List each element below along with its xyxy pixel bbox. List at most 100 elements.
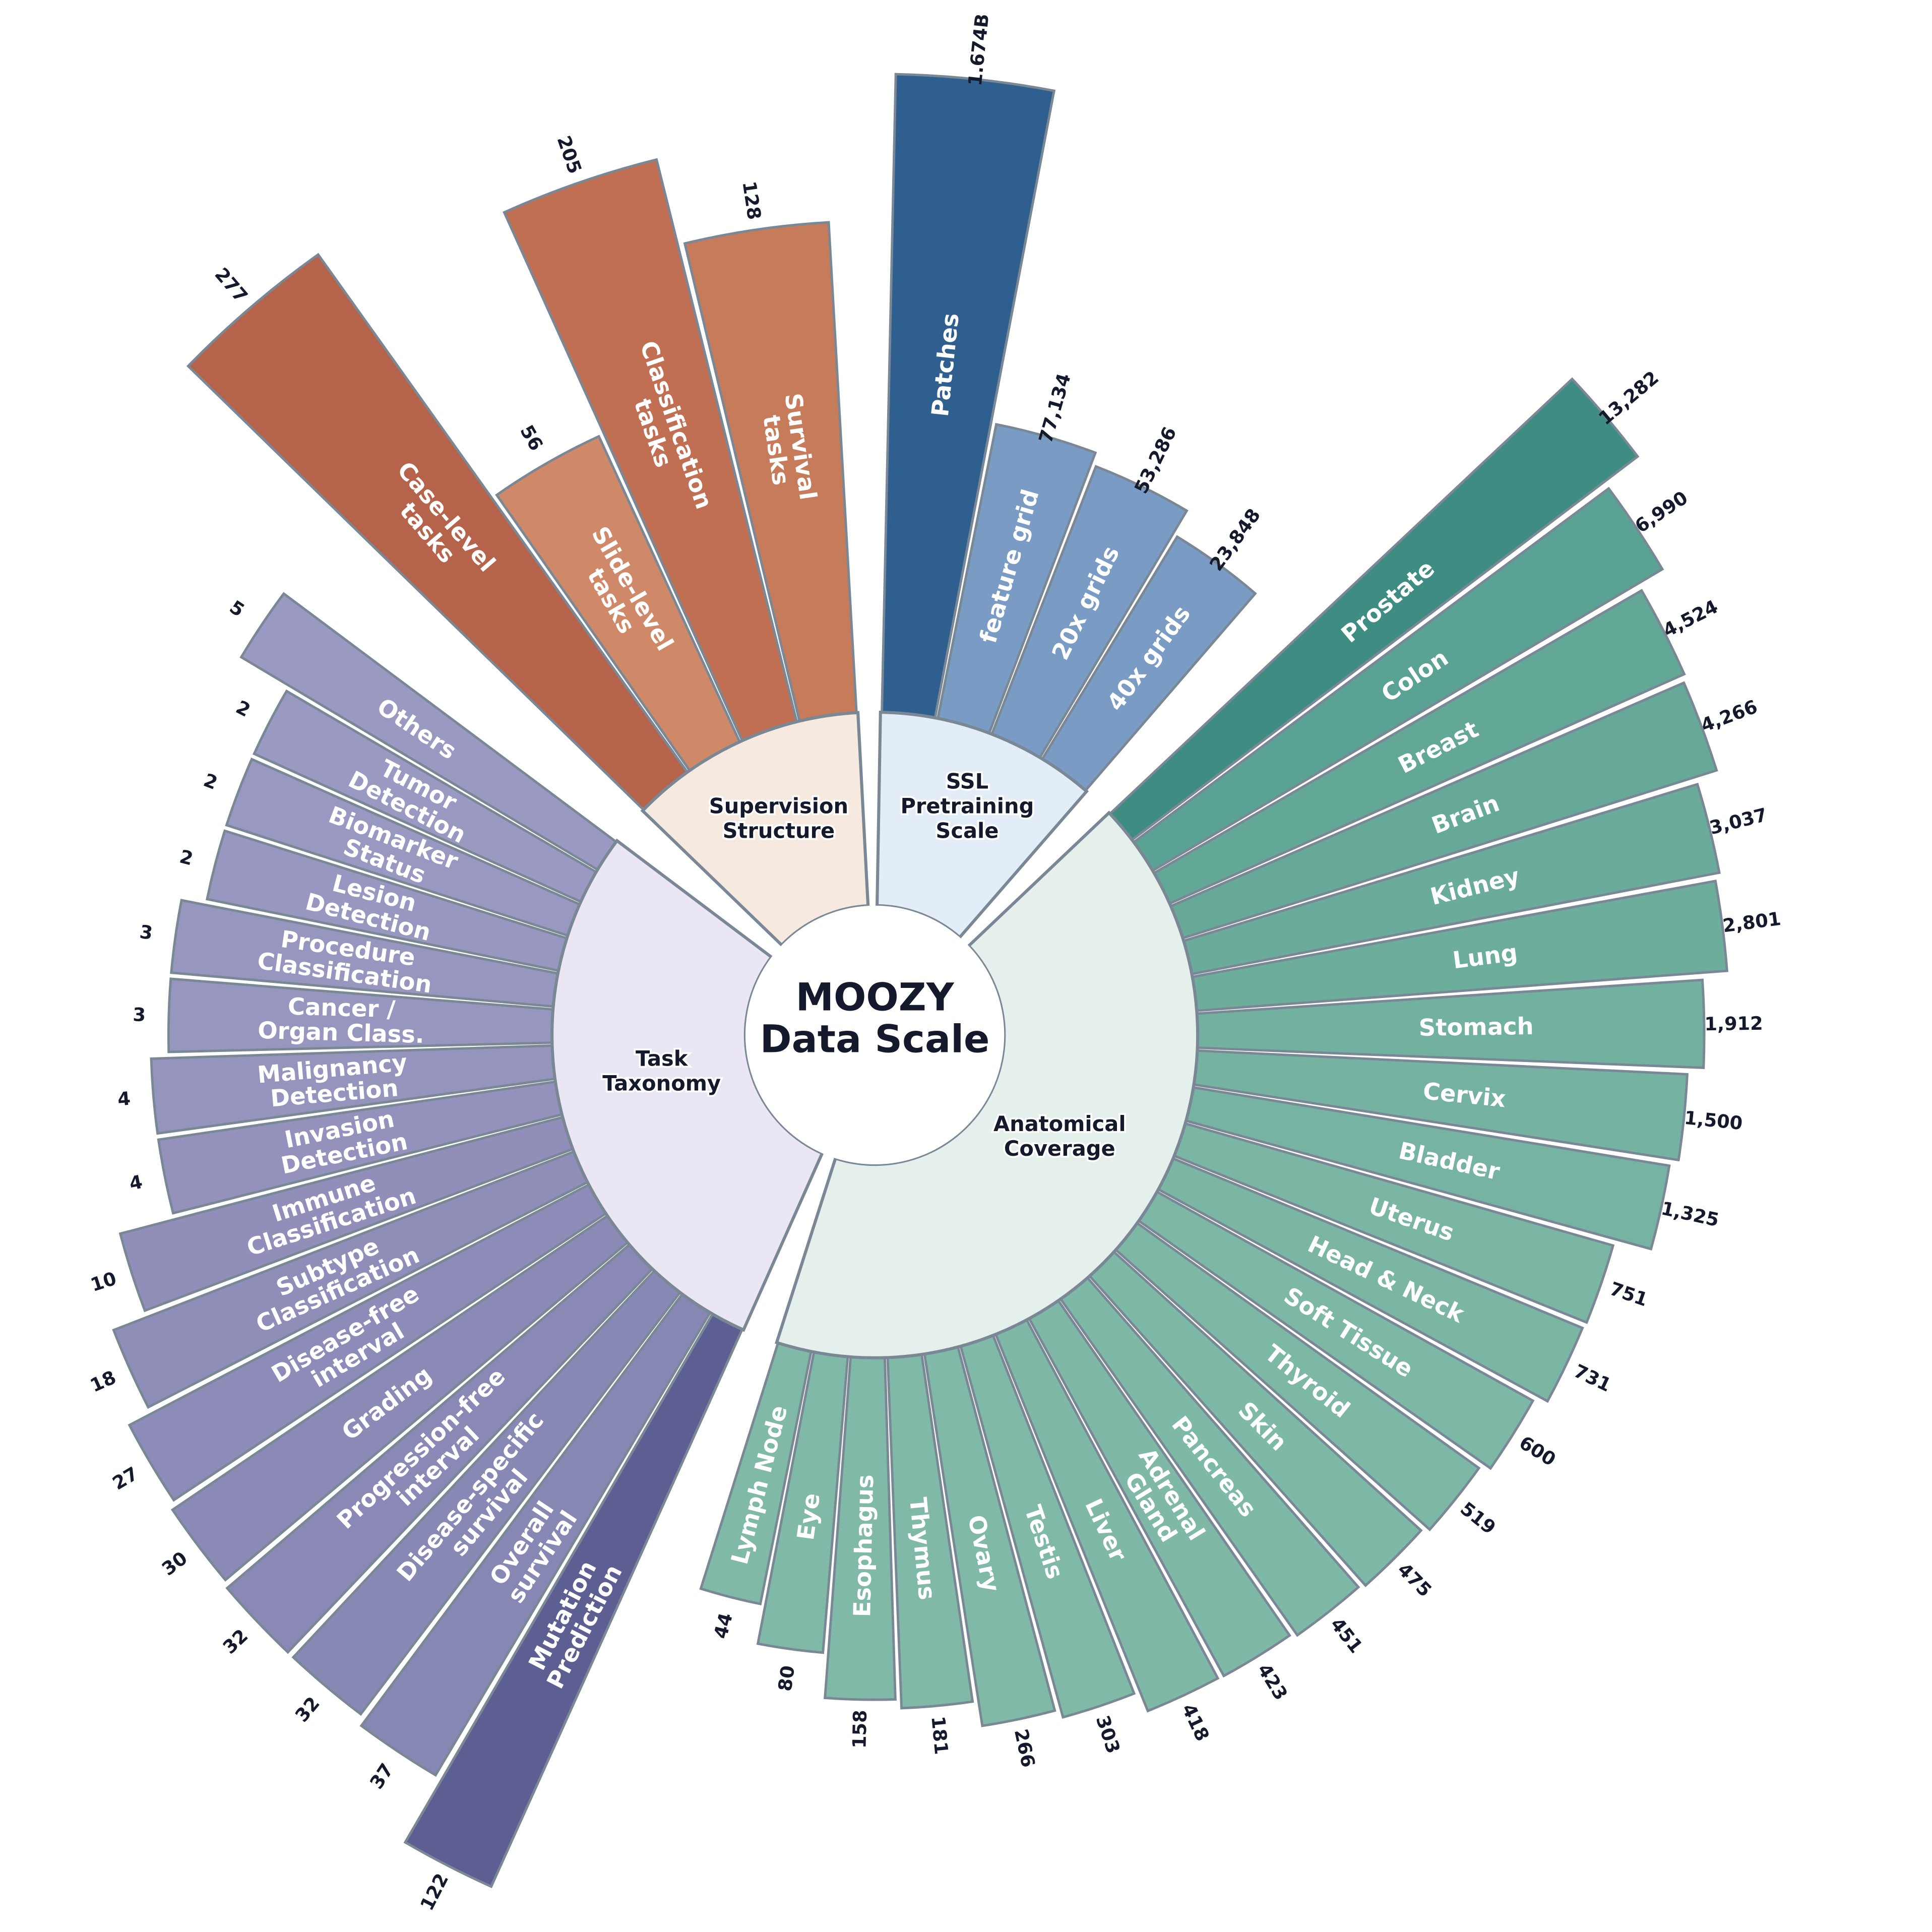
value-label-stomach: 1,912 bbox=[1704, 1012, 1763, 1035]
value-label-survival-tasks: 128 bbox=[738, 180, 766, 221]
bar-label-cancer-organ-class-line: Organ Class. bbox=[258, 1017, 425, 1048]
value-label-procedure-classification-line: 3 bbox=[138, 920, 154, 944]
value-label-biomarker-status: 2 bbox=[201, 769, 220, 793]
value-label-lymph-node: 44 bbox=[709, 1610, 736, 1641]
group-label-line: Pretraining bbox=[900, 793, 1034, 818]
value-label-classification-tasks-line: 205 bbox=[553, 133, 586, 176]
value-label-patches-line: 1.674B bbox=[964, 13, 993, 87]
value-label-lung-line: 2,801 bbox=[1721, 907, 1782, 936]
value-label-tumor-detection-line: 2 bbox=[233, 696, 254, 721]
value-label-invasion-detection: 4 bbox=[128, 1170, 144, 1194]
value-label-case-level-tasks: 277 bbox=[211, 263, 252, 306]
value-label-lesion-detection: 2 bbox=[177, 845, 195, 869]
value-label-bladder-line: 1,325 bbox=[1659, 1197, 1721, 1231]
group-label-line: Coverage bbox=[1004, 1136, 1115, 1161]
bar-label-cancer-organ-class: Cancer /Organ Class. bbox=[258, 992, 425, 1048]
value-label-cervix-line: 1,500 bbox=[1684, 1106, 1744, 1134]
group-label-line: SSL bbox=[946, 769, 988, 793]
bar-label-stomach: Stomach bbox=[1418, 1013, 1534, 1041]
value-label-liver-line: 418 bbox=[1178, 1700, 1214, 1744]
value-label-testis-line: 303 bbox=[1092, 1713, 1125, 1756]
group-label-line: Supervision bbox=[709, 793, 848, 818]
bar-label-cancer-organ-class-line: Cancer / bbox=[287, 993, 396, 1023]
value-label-thymus: 181 bbox=[927, 1715, 953, 1756]
value-label-survival-tasks-line: 128 bbox=[738, 180, 766, 221]
value-label-pancreas: 451 bbox=[1326, 1613, 1367, 1657]
bar-label-stomach-line: Stomach bbox=[1418, 1013, 1534, 1041]
group-label-ssl-pretraining-scale: SSL Pretraining Scale bbox=[900, 769, 1034, 843]
group-label-line: Task bbox=[636, 1046, 689, 1071]
group-label-line: Scale bbox=[936, 818, 999, 843]
value-label-head-neck-line: 731 bbox=[1571, 1360, 1615, 1396]
value-label-colon-line: 6,990 bbox=[1631, 486, 1692, 537]
value-label-40x-grids: 23,848 bbox=[1205, 505, 1265, 575]
value-label-lesion-detection-line: 2 bbox=[177, 845, 195, 869]
value-label-skin-line: 475 bbox=[1394, 1559, 1436, 1601]
value-label-others: 5 bbox=[226, 596, 248, 621]
value-label-prostate-line: 13,282 bbox=[1594, 366, 1663, 429]
value-label-pancreas-line: 451 bbox=[1326, 1613, 1367, 1657]
value-label-case-level-tasks-line: 277 bbox=[211, 263, 252, 306]
group-label-line: Anatomical bbox=[993, 1111, 1126, 1136]
group-label-task-taxonomy: Task Taxonomy bbox=[602, 1046, 721, 1096]
value-label-biomarker-status-line: 2 bbox=[201, 769, 220, 793]
value-label-stomach-line: 1,912 bbox=[1704, 1012, 1763, 1035]
value-label-liver: 418 bbox=[1178, 1700, 1214, 1744]
value-label-progression-free-interval: 32 bbox=[218, 1625, 252, 1658]
value-label-cervix: 1,500 bbox=[1684, 1106, 1744, 1134]
value-label-patches: 1.674B bbox=[964, 13, 993, 87]
value-label-feature-grid-line: 77,134 bbox=[1034, 371, 1075, 446]
value-label-slide-level-tasks-line: 56 bbox=[516, 421, 548, 455]
bars-layer bbox=[112, 73, 1728, 1889]
value-label-tumor-detection: 2 bbox=[233, 696, 254, 721]
value-label-esophagus-line: 158 bbox=[848, 1710, 871, 1749]
value-label-prostate: 13,282 bbox=[1594, 366, 1663, 429]
value-label-adrenal-gland: 423 bbox=[1254, 1660, 1292, 1704]
ring-sector-ssl-pretraining-scale bbox=[875, 710, 1089, 940]
value-label-uterus-line: 751 bbox=[1607, 1277, 1650, 1311]
value-label-progression-free-interval-line: 32 bbox=[218, 1625, 252, 1658]
value-label-40x-grids-line: 23,848 bbox=[1205, 505, 1265, 575]
group-label-line: Structure bbox=[723, 818, 835, 843]
bar-label-eye-line: Eye bbox=[792, 1491, 825, 1542]
value-label-eye: 80 bbox=[774, 1664, 799, 1693]
value-label-breast: 4,524 bbox=[1659, 595, 1721, 641]
value-label-immune-classification: 10 bbox=[88, 1267, 119, 1295]
center-circle bbox=[745, 905, 1005, 1165]
value-label-subtype-classification-line: 18 bbox=[87, 1366, 119, 1396]
value-label-disease-specific-survival-line: 32 bbox=[291, 1693, 324, 1726]
value-label-breast-line: 4,524 bbox=[1659, 595, 1721, 641]
bar-label-eye: Eye bbox=[792, 1491, 825, 1542]
value-label-kidney-line: 3,037 bbox=[1707, 803, 1769, 839]
value-label-colon: 6,990 bbox=[1631, 486, 1692, 537]
value-label-head-neck: 731 bbox=[1571, 1360, 1615, 1396]
value-label-bladder: 1,325 bbox=[1659, 1197, 1721, 1231]
bar-label-esophagus: Esophagus bbox=[848, 1474, 879, 1617]
value-label-uterus: 751 bbox=[1607, 1277, 1650, 1311]
value-label-disease-specific-survival: 32 bbox=[291, 1693, 324, 1726]
value-label-overall-survival: 37 bbox=[365, 1759, 398, 1792]
value-label-procedure-classification: 3 bbox=[138, 920, 154, 944]
value-label-grading-line: 30 bbox=[158, 1547, 192, 1580]
value-label-20x-grids: 53,286 bbox=[1130, 423, 1181, 497]
value-label-thyroid: 519 bbox=[1456, 1498, 1500, 1538]
value-label-testis: 303 bbox=[1092, 1713, 1125, 1756]
chart-title: MOOZY Data Scale bbox=[760, 975, 990, 1062]
value-label-slide-level-tasks: 56 bbox=[516, 421, 548, 455]
value-label-invasion-detection-line: 4 bbox=[128, 1170, 144, 1194]
value-label-ovary: 266 bbox=[1010, 1727, 1039, 1769]
value-label-ovary-line: 266 bbox=[1010, 1727, 1039, 1769]
value-label-cancer-organ-class-line: 3 bbox=[133, 1004, 146, 1026]
value-label-20x-grids-line: 53,286 bbox=[1130, 423, 1181, 497]
value-label-others-line: 5 bbox=[226, 596, 248, 621]
bar-label-esophagus-line: Esophagus bbox=[848, 1474, 879, 1617]
value-label-overall-survival-line: 37 bbox=[365, 1759, 398, 1792]
value-label-skin: 475 bbox=[1394, 1559, 1436, 1601]
group-label-line: Taxonomy bbox=[602, 1071, 721, 1095]
value-label-cancer-organ-class: 3 bbox=[133, 1004, 146, 1026]
value-label-mutation-prediction: 122 bbox=[416, 1869, 453, 1914]
group-label-supervision-structure: Supervision Structure bbox=[709, 793, 848, 843]
value-label-feature-grid: 77,134 bbox=[1034, 371, 1075, 446]
value-label-thyroid-line: 519 bbox=[1456, 1498, 1500, 1538]
